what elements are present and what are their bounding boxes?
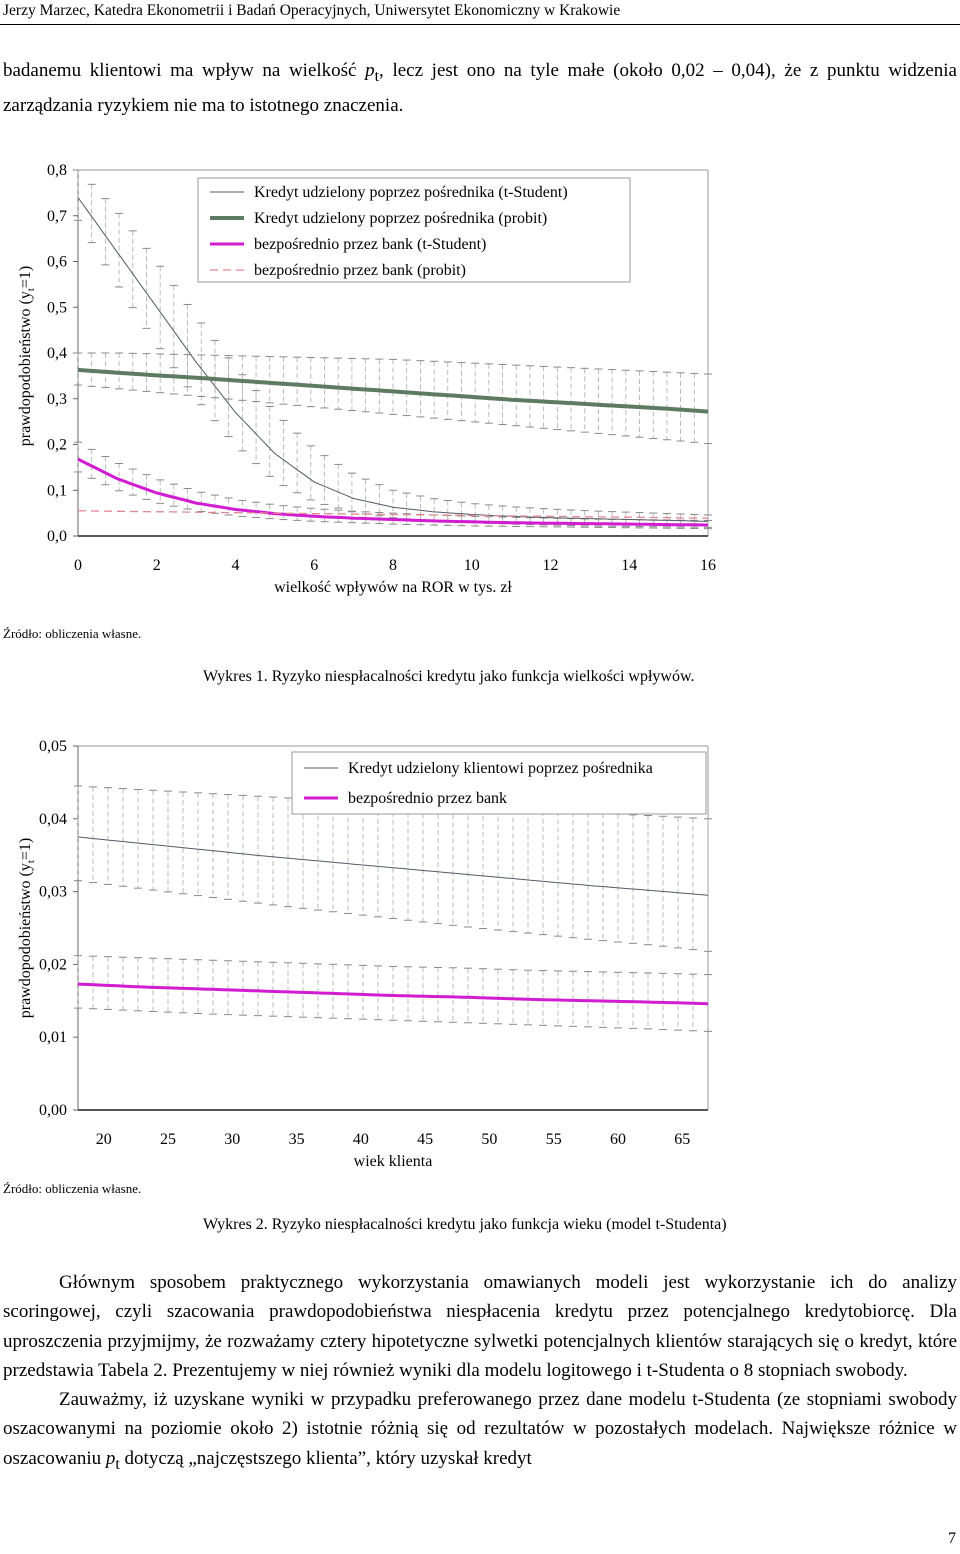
series-0-line [77,836,709,896]
legend-box [197,177,631,283]
x-axis-label: wiek klienta [354,1153,433,1170]
body-paragraph-1: Głównym sposobem praktycznego wykorzysta… [3,1272,957,1381]
y-tick-label: 0,0 [47,528,67,545]
x-tick-label: 20 [96,1131,112,1148]
legend: Kredyt udzielony klientowi poprzez pośre… [291,751,707,815]
page-number: 7 [948,1530,956,1547]
chart-2: 0,00 0,01 0,02 0,03 0,04 0,05 20 25 30 35 40 45 50 55… [17,738,712,1170]
y-tick-label: 0,00 [39,1102,67,1119]
x-tick-label: 10 [464,557,480,574]
series-2-line [77,457,709,527]
x-tick-label: 45 [417,1131,433,1148]
running-header: Jerzy Marzec, Katedra Ekonometrii i Bada… [3,2,621,19]
x-tick-label: 65 [674,1131,690,1148]
series-1-interval-band [74,955,712,1032]
intro-variable-sub: t [374,67,380,85]
y-tick-label: 0,5 [47,299,67,316]
x-axis-label: wielkość wpływów na ROR w tys. zł [274,579,512,596]
figure1-caption: Wykres 1. Ryzyko niespłacalności kredytu… [203,668,695,685]
y-tick-label: 0,6 [47,254,67,271]
body-p2-variable-sub: t [115,1455,120,1473]
figure2-source: Źródło: obliczenia własne. [3,1181,142,1196]
y-tick-label: 0,01 [39,1029,67,1046]
y-tick-label: 0,1 [47,482,67,499]
intro-text-1: badanemu klientowi ma wpływ na wielkość [3,60,366,81]
figure1-source: Źródło: obliczenia własne. [3,626,142,641]
x-tick-label: 60 [610,1131,626,1148]
y-tick-label: 0,03 [39,884,67,901]
intro-variable: p [365,60,375,81]
body-text: Głównym sposobem praktycznego wykorzysta… [3,1268,957,1479]
legend-label-1: Kredyt udzielony poprzez pośrednika (pro… [254,210,547,227]
legend-label-2: bezpośrednio przez bank (t-Student) [254,236,486,253]
y-axis-label: prawdopodobieństwo (yt=1) [17,266,37,447]
y-tick-label: 0,7 [47,208,67,225]
intro-text-2: , lecz jest ono na tyle małe (około 0,02… [3,60,957,116]
x-tick-label: 25 [160,1131,176,1148]
figure2-caption: Wykres 2. Ryzyko niespłacalności kredytu… [203,1216,727,1233]
legend-box [291,751,707,815]
x-tick-label: 16 [700,557,716,574]
x-tick-label: 55 [546,1131,562,1148]
intro-paragraph: badanemu klientowi ma wpływ na wielkość … [3,56,957,120]
chart-1: 0,0 0,1 0,2 0,3 0,4 0,5 0,6 0,7 0,8 0 2 4 6 8 10 12 14 16… [17,162,716,596]
x-tick-label: 30 [224,1131,240,1148]
series-2-interval-band [74,441,712,530]
body-paragraph-2: Zauważmy, iż uzyskane wyniki w przypadku… [3,1385,957,1479]
x-tick-label: 6 [310,557,318,574]
series-1-interval-band [74,352,712,445]
x-tick-label: 40 [353,1131,369,1148]
legend-label-0: Kredyt udzielony klientowi poprzez pośre… [348,760,653,777]
series-3-line [77,510,709,519]
x-tick-label: 12 [543,557,559,574]
y-tick-label: 0,2 [47,437,67,454]
y-tick-label: 0,3 [47,391,67,408]
x-tick-label: 0 [74,557,82,574]
x-tick-label: 50 [481,1131,497,1148]
y-tick-label: 0,8 [47,162,67,179]
legend-label-3: bezpośrednio przez bank (probit) [254,262,466,279]
series-1-line [77,367,709,414]
x-tick-label: 2 [153,557,161,574]
y-tick-label: 0,4 [47,345,67,362]
x-tick-label: 8 [389,557,397,574]
header-rule [0,24,960,25]
body-p2-variable: p [105,1447,116,1469]
legend-label-1: bezpośrednio przez bank [348,790,507,807]
body-p2-text-a: Zauważmy, iż uzyskane wyniki w przypadku… [3,1389,957,1469]
x-tick-label: 4 [232,557,240,574]
x-tick-label: 14 [621,557,637,574]
y-tick-label: 0,02 [39,956,67,973]
body-p2-text-b: dotyczą „najczęstszego klienta”, który u… [119,1447,532,1469]
y-tick-label: 0,04 [39,811,67,828]
series-1-line [77,982,709,1006]
y-tick-label: 0,05 [39,738,67,755]
y-axis-label: prawdopodobieństwo (yt=1) [17,838,37,1019]
legend-label-0: Kredyt udzielony poprzez pośrednika (t-S… [254,184,568,201]
legend: Kredyt udzielony poprzez pośrednika (t-S… [197,177,631,283]
series-0-line [77,197,709,522]
x-tick-label: 35 [289,1131,305,1148]
